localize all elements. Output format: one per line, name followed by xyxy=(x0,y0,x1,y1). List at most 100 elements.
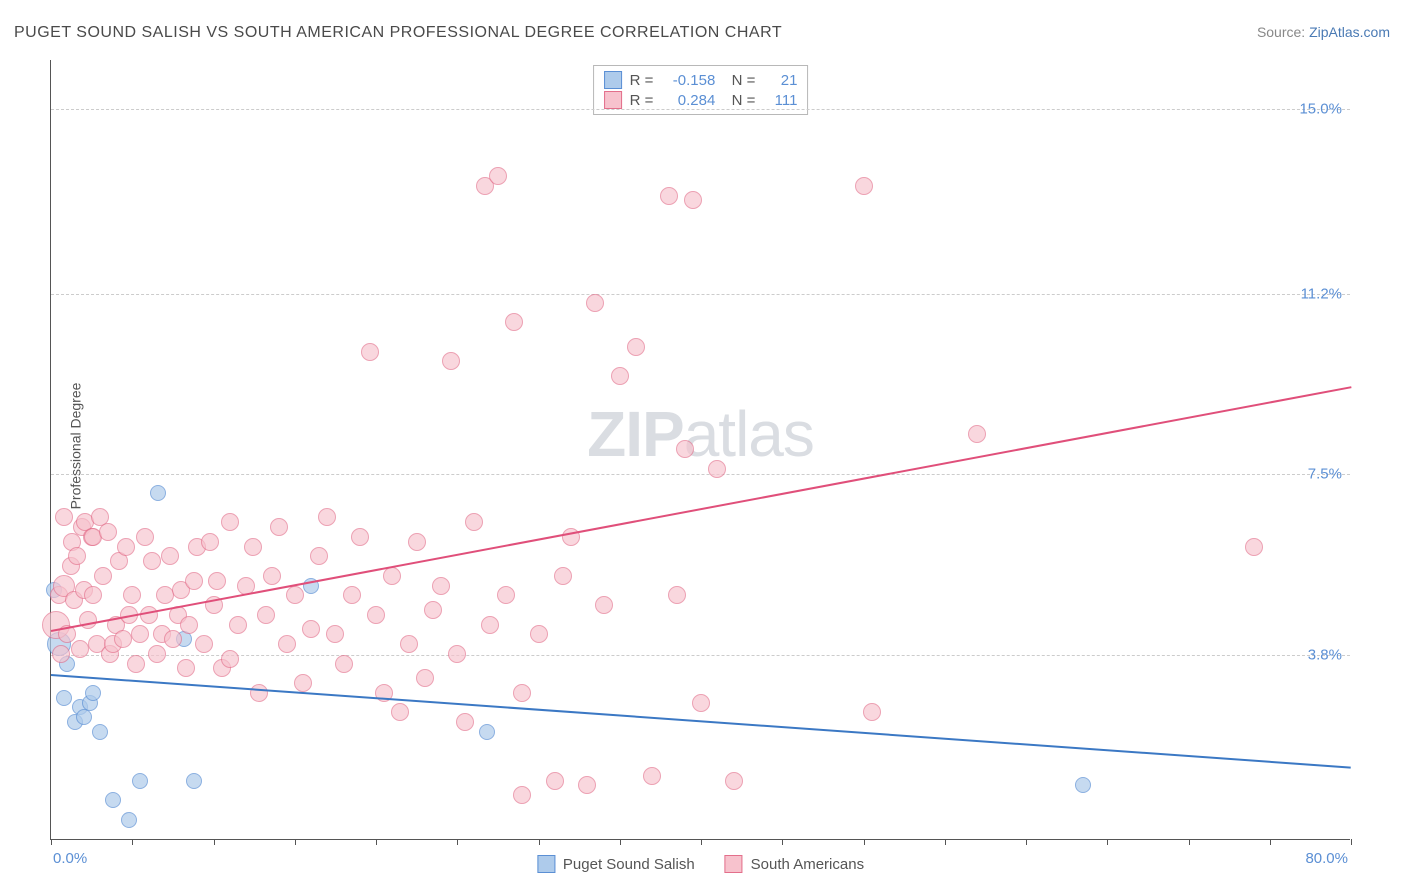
legend-swatch xyxy=(604,91,622,109)
data-point xyxy=(208,572,226,590)
data-point xyxy=(627,338,645,356)
data-point xyxy=(692,694,710,712)
y-tick-label: 11.2% xyxy=(1301,286,1342,303)
data-point xyxy=(391,703,409,721)
data-point xyxy=(968,425,986,443)
y-tick-label: 15.0% xyxy=(1299,100,1342,117)
legend-swatch xyxy=(725,855,743,873)
data-point xyxy=(85,685,101,701)
data-point xyxy=(92,724,108,740)
data-point xyxy=(150,485,166,501)
data-point xyxy=(424,601,442,619)
legend-stat-row: R = -0.158 N = 21 xyxy=(604,70,798,90)
x-tick xyxy=(539,839,540,845)
data-point xyxy=(361,343,379,361)
data-point xyxy=(595,596,613,614)
data-point xyxy=(117,538,135,556)
data-point xyxy=(367,606,385,624)
data-point xyxy=(383,567,401,585)
data-point xyxy=(513,786,531,804)
data-point xyxy=(586,294,604,312)
data-point xyxy=(302,620,320,638)
data-point xyxy=(456,713,474,731)
data-point xyxy=(489,167,507,185)
x-tick xyxy=(1107,839,1108,845)
data-point xyxy=(513,684,531,702)
trend-line xyxy=(51,387,1351,633)
data-point xyxy=(318,508,336,526)
data-point xyxy=(554,567,572,585)
data-point xyxy=(294,674,312,692)
data-point xyxy=(335,655,353,673)
legend-item: Puget Sound Salish xyxy=(537,855,695,873)
legend-stats: R =-0.158 N =21R =0.284 N =111 xyxy=(593,65,809,115)
data-point xyxy=(201,533,219,551)
grid-line xyxy=(51,294,1350,295)
data-point xyxy=(56,690,72,706)
data-point xyxy=(76,709,92,725)
data-point xyxy=(148,645,166,663)
data-point xyxy=(1075,777,1091,793)
legend-r-label: R = xyxy=(630,92,654,109)
legend-n-label: N = xyxy=(723,72,755,89)
data-point xyxy=(465,513,483,531)
data-point xyxy=(668,586,686,604)
legend-stat-row: R =0.284 N =111 xyxy=(604,90,798,110)
legend-r-value: 0.284 xyxy=(661,92,715,109)
legend-series: Puget Sound SalishSouth Americans xyxy=(537,855,864,873)
data-point xyxy=(343,586,361,604)
source-link[interactable]: ZipAtlas.com xyxy=(1309,24,1390,40)
legend-label: Puget Sound Salish xyxy=(563,856,695,873)
legend-r-label: R = xyxy=(630,72,654,89)
data-point xyxy=(244,538,262,556)
legend-n-value: 21 xyxy=(763,72,797,89)
data-point xyxy=(660,187,678,205)
data-point xyxy=(351,528,369,546)
legend-swatch xyxy=(604,71,622,89)
data-point xyxy=(105,792,121,808)
data-point xyxy=(855,177,873,195)
data-point xyxy=(578,776,596,794)
data-point xyxy=(408,533,426,551)
x-tick xyxy=(620,839,621,845)
data-point xyxy=(310,547,328,565)
x-tick xyxy=(864,839,865,845)
data-point xyxy=(186,773,202,789)
data-point xyxy=(250,684,268,702)
x-tick xyxy=(51,839,52,845)
data-point xyxy=(400,635,418,653)
grid-line xyxy=(51,474,1350,475)
legend-n-label: N = xyxy=(723,92,755,109)
data-point xyxy=(278,635,296,653)
x-tick xyxy=(376,839,377,845)
x-tick xyxy=(214,839,215,845)
data-point xyxy=(643,767,661,785)
data-point xyxy=(448,645,466,663)
plot-area: ZIPatlas R =-0.158 N =21R =0.284 N =111 … xyxy=(50,60,1350,840)
data-point xyxy=(432,577,450,595)
data-point xyxy=(530,625,548,643)
data-point xyxy=(497,586,515,604)
x-tick xyxy=(1351,839,1352,845)
data-point xyxy=(708,460,726,478)
legend-r-value: -0.158 xyxy=(661,72,715,89)
data-point xyxy=(221,650,239,668)
data-point xyxy=(136,528,154,546)
data-point xyxy=(505,313,523,331)
data-point xyxy=(52,645,70,663)
x-tick xyxy=(945,839,946,845)
data-point xyxy=(286,586,304,604)
x-tick xyxy=(132,839,133,845)
data-point xyxy=(479,724,495,740)
x-tick xyxy=(1189,839,1190,845)
x-tick xyxy=(457,839,458,845)
data-point xyxy=(131,625,149,643)
data-point xyxy=(177,659,195,677)
grid-line xyxy=(51,655,1350,656)
data-point xyxy=(121,812,137,828)
data-point xyxy=(611,367,629,385)
data-point xyxy=(143,552,161,570)
data-point xyxy=(114,630,132,648)
data-point xyxy=(684,191,702,209)
x-max-label: 80.0% xyxy=(1305,850,1348,867)
